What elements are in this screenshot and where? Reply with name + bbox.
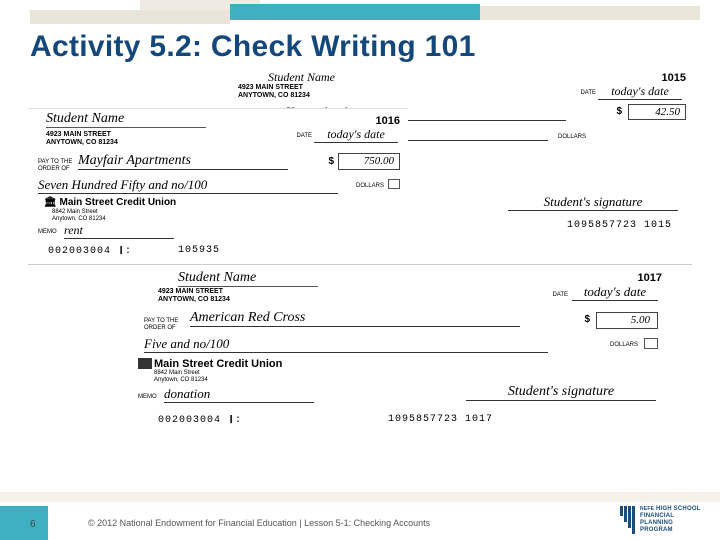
- date-value: today's date: [572, 284, 658, 301]
- slide-title: Activity 5.2: Check Writing 101: [30, 30, 476, 64]
- amount-numeric: 5.00: [631, 314, 650, 326]
- check-number: 1015: [662, 72, 686, 84]
- footer-accent: [0, 506, 48, 540]
- slide: Activity 5.2: Check Writing 101 Student …: [0, 0, 720, 540]
- dollars-label: DOLLARS: [356, 183, 384, 189]
- memo-value: donation: [164, 386, 314, 403]
- check-1017: Student Name 4923 MAIN STREET ANYTOWN, C…: [108, 270, 668, 440]
- checks-area: Student Name 4923 MAIN STREET ANYTOWN, C…: [28, 72, 692, 452]
- check-number: 1016: [376, 115, 400, 127]
- date-value: today's date: [598, 84, 682, 100]
- check-number: 1017: [638, 272, 662, 284]
- memo-label: MEMO: [38, 229, 57, 235]
- payee: American Red Cross: [190, 310, 520, 327]
- signature: Student's signature: [508, 194, 678, 211]
- footer: 6 © 2012 National Endowment for Financia…: [0, 494, 720, 540]
- page-number: 6: [30, 519, 36, 530]
- logo-text: NEFE HIGH SCHOOL FINANCIAL PLANNING PROG…: [640, 506, 701, 534]
- nefe-logo: NEFE HIGH SCHOOL FINANCIAL PLANNING PROG…: [620, 506, 708, 536]
- payer-name: Student Name: [46, 111, 206, 128]
- bank-icon: [138, 358, 152, 369]
- date-value: today's date: [314, 127, 398, 143]
- amount-numeric: 42.50: [655, 106, 680, 118]
- date-label: DATE: [552, 292, 568, 298]
- copyright: © 2012 National Endowment for Financial …: [88, 518, 430, 528]
- amount-words: Seven Hundred Fifty and no/100: [38, 177, 338, 194]
- date-label: DATE: [580, 90, 596, 96]
- address-line1: 4923 MAIN STREET: [238, 84, 303, 91]
- bank-name-text: Main Street Credit Union: [59, 197, 176, 208]
- memo-value: rent: [64, 223, 174, 239]
- routing: 002003004 ❙:: [48, 245, 132, 257]
- check-1016: Student Name 4923 MAIN STREET ANYTOWN, C…: [28, 108, 408, 258]
- address-line2: ANYTOWN, CO 81234: [238, 92, 310, 99]
- security-icon: [388, 179, 400, 189]
- bank-address: 8842 Main StreetAnytown, CO 81234: [52, 209, 106, 223]
- dollar-sign: $: [584, 314, 590, 325]
- signature: Student's signature: [466, 384, 656, 401]
- bank-name: Main Street Credit Union: [154, 358, 282, 370]
- dollars-label: DOLLARS: [610, 342, 638, 348]
- security-icon: [644, 338, 658, 349]
- memo-label: MEMO: [138, 394, 157, 400]
- address-line2: ANYTOWN, CO 81234: [158, 296, 230, 303]
- bank-address: 8842 Main StreetAnytown, CO 81234: [154, 370, 208, 384]
- payee: Mayfair Apartments: [78, 153, 288, 170]
- date-label: DATE: [296, 133, 312, 139]
- address-line1: 4923 MAIN STREET: [46, 131, 111, 138]
- dollar-sign: $: [616, 106, 622, 117]
- micr: 1095857723 1017: [388, 414, 493, 425]
- divider: [28, 264, 692, 265]
- dollars-label: DOLLARS: [558, 134, 586, 140]
- check-1015-bottom: Student's signature 1095857723 1015: [408, 190, 688, 258]
- payer-name: Student Name: [268, 70, 335, 85]
- account: 105935: [178, 245, 220, 256]
- amount-numeric: 750.00: [364, 155, 394, 167]
- dollar-sign: $: [328, 156, 334, 167]
- address-line2: ANYTOWN, CO 81234: [46, 139, 118, 146]
- address-line1: 4923 MAIN STREET: [158, 288, 223, 295]
- micr: 1095857723 1015: [567, 220, 672, 231]
- footer-strip: [0, 492, 720, 502]
- bank-name: 🏛 Main Street Credit Union: [44, 197, 176, 208]
- amount-words: Five and no/100: [144, 336, 548, 353]
- top-decoration: [0, 0, 720, 28]
- payto-label: PAY TO THE ORDER OF: [38, 159, 72, 173]
- payer-name: Student Name: [178, 270, 318, 287]
- routing: 002003004 ❙:: [158, 414, 242, 426]
- payto-label: PAY TO THE ORDER OF: [144, 318, 178, 332]
